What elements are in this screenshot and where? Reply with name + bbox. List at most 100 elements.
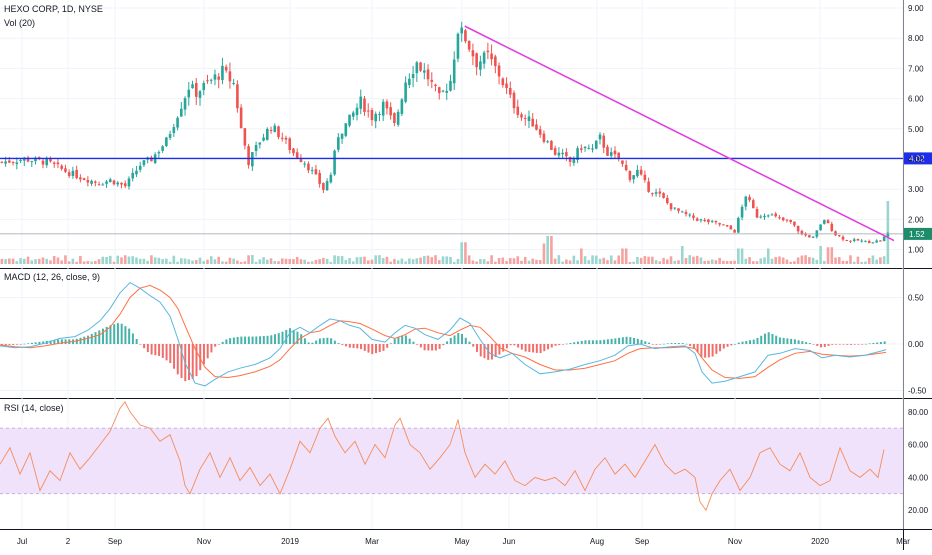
time-axis-tick: Nov (728, 537, 742, 546)
macd-histogram-bar (696, 344, 699, 353)
candle-body (538, 129, 542, 135)
volume-bar (535, 259, 538, 264)
macd-line (0, 281, 887, 387)
volume-bar (280, 258, 284, 264)
candle-body (359, 96, 363, 109)
volume-bar (460, 242, 463, 264)
macd-histogram-bar (610, 338, 613, 344)
macd-histogram-bar (360, 344, 363, 350)
macd-histogram-bar (42, 341, 45, 344)
volume-bar (52, 255, 56, 264)
candle-body (778, 217, 781, 219)
candle-body (800, 230, 804, 235)
price-axis-tick: 9.00 (908, 4, 924, 13)
volume-bar (718, 257, 721, 264)
macd-histogram-bar (274, 334, 277, 344)
macd-histogram-bar (614, 338, 617, 344)
candle-body (621, 160, 624, 164)
macd-histogram-bar (292, 329, 295, 344)
candle-body (314, 169, 318, 175)
candle-body (138, 165, 142, 170)
candle-body (374, 113, 378, 122)
candle-body (423, 70, 426, 73)
volume-bar (288, 258, 292, 264)
candle-body (378, 113, 381, 115)
candle-body (486, 50, 490, 53)
macd-histogram-bar (666, 343, 669, 344)
candle-body (722, 224, 725, 226)
volume-bar (804, 255, 807, 264)
volume-bar (602, 257, 606, 264)
volume-bar (516, 256, 520, 264)
macd-histogram-bar (150, 344, 153, 355)
macd-histogram-bar (872, 342, 875, 344)
candle-body (763, 215, 766, 218)
candle-body (845, 239, 849, 241)
rsi-axis-tick: 40.00 (908, 473, 929, 482)
macd-histogram-bar (554, 344, 557, 346)
candle-body (90, 180, 93, 184)
candle-body (97, 184, 101, 186)
macd-histogram-bar (386, 344, 389, 348)
volume-bar (366, 260, 370, 264)
candle-body (419, 62, 422, 71)
macd-histogram-bar (633, 337, 636, 344)
volume-bar (456, 258, 460, 264)
candle-body (142, 160, 146, 166)
macd-histogram-bar (726, 344, 729, 347)
volume-bar (411, 259, 415, 264)
candle-body (550, 140, 553, 150)
candle-body (430, 79, 434, 82)
macd-histogram-bar (98, 330, 101, 344)
macd-histogram-bar (135, 339, 138, 344)
macd-pane (0, 281, 887, 387)
macd-histogram-bar (457, 333, 460, 344)
candle-body (482, 52, 486, 64)
volume-bar (213, 259, 217, 264)
macd-histogram-bar (285, 329, 288, 344)
volume-bar (105, 256, 108, 264)
candle-body (707, 219, 710, 223)
candle-body (460, 27, 463, 34)
candle-body (262, 137, 265, 141)
volume-bar (303, 259, 306, 264)
candle-body (852, 239, 856, 242)
macd-histogram-bar (700, 344, 703, 358)
macd-histogram-bar (734, 343, 737, 345)
rsi-band (0, 428, 903, 494)
candle-body (131, 172, 135, 179)
macd-axis-tick: 0.00 (908, 340, 924, 349)
volume-bar (22, 258, 26, 264)
volume-bar (348, 258, 351, 264)
candle-body (609, 152, 613, 156)
macd-histogram-bar (419, 344, 422, 348)
macd-histogram-bar (240, 336, 243, 344)
macd-histogram-bar (259, 336, 262, 344)
volume-bar (322, 257, 325, 264)
volume-bar (808, 257, 811, 264)
volume-bar (64, 255, 67, 264)
candle-body (15, 162, 19, 165)
volume-bar (239, 261, 243, 264)
time-axis-tick: Nov (197, 537, 211, 546)
candle-body (363, 98, 366, 112)
macd-histogram-bar (662, 343, 665, 345)
candle-body (781, 217, 785, 221)
macd-histogram-bar (588, 340, 591, 344)
volume-bar (823, 260, 826, 264)
volume-bar (669, 256, 673, 264)
volume-bar (168, 261, 172, 264)
volume-bar (269, 258, 273, 264)
macd-histogram-bar (367, 344, 370, 353)
volume-bar (71, 258, 75, 264)
candle-body (751, 200, 755, 209)
price-overlays: 4.02 1.52 (0, 25, 932, 242)
candle-body (441, 90, 445, 92)
candle-body (796, 226, 800, 232)
volume-bar (243, 261, 247, 264)
macd-histogram-bar (30, 342, 33, 344)
candle-body (236, 84, 239, 109)
macd-histogram-bar (139, 344, 142, 345)
